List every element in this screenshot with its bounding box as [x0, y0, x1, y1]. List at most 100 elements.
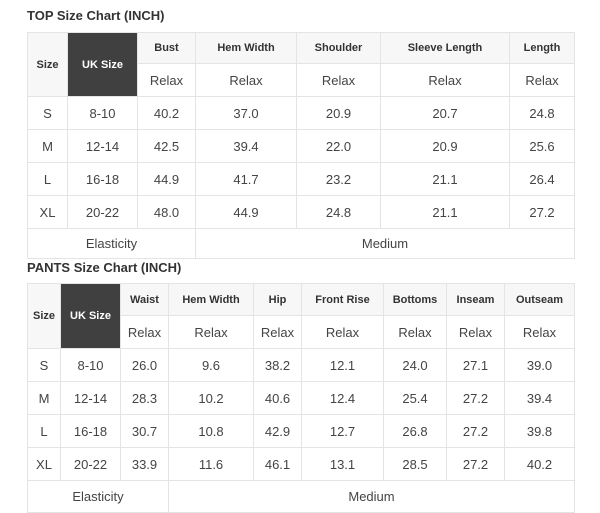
table-cell: 33.9 — [120, 447, 169, 481]
elasticity-label: Elasticity — [27, 228, 196, 259]
table-cell: 39.0 — [504, 348, 575, 382]
fit-cell: Relax — [380, 63, 510, 97]
column-header: Bottoms — [383, 283, 447, 316]
table-cell: 44.9 — [195, 195, 297, 229]
table-cell: M — [27, 129, 68, 163]
table-cell: 20.9 — [296, 96, 381, 130]
table-row: L 16-18 30.7 10.8 42.9 12.7 26.8 27.2 39.8 — [27, 414, 575, 448]
column-header: Outseam — [504, 283, 575, 316]
table-cell: 42.5 — [137, 129, 196, 163]
size-header: Size — [27, 283, 61, 349]
table-cell: XL — [27, 447, 61, 481]
table-cell: XL — [27, 195, 68, 229]
elasticity-value: Medium — [168, 480, 575, 513]
table-cell: 22.0 — [296, 129, 381, 163]
fit-cell: Relax — [301, 315, 384, 349]
table-cell: 46.1 — [253, 447, 302, 481]
column-header: Shoulder — [296, 32, 381, 64]
column-header: Bust — [137, 32, 196, 64]
fit-cell: Relax — [446, 315, 505, 349]
table-row: M 12-14 42.5 39.4 22.0 20.9 25.6 — [27, 129, 575, 163]
table-cell: 9.6 — [168, 348, 254, 382]
table-cell: L — [27, 414, 61, 448]
table-cell: 37.0 — [195, 96, 297, 130]
elasticity-label: Elasticity — [27, 480, 169, 513]
table-cell: M — [27, 381, 61, 415]
table-cell: 20-22 — [60, 447, 121, 481]
table-cell: 11.6 — [168, 447, 254, 481]
table-row: S 8-10 40.2 37.0 20.9 20.7 24.8 — [27, 96, 575, 130]
table-cell: 20.7 — [380, 96, 510, 130]
table-cell: 12.4 — [301, 381, 384, 415]
table-row: S 8-10 26.0 9.6 38.2 12.1 24.0 27.1 39.0 — [27, 348, 575, 382]
table-cell: 27.2 — [446, 381, 505, 415]
table-cell: 20-22 — [67, 195, 138, 229]
table-cell: 25.6 — [509, 129, 575, 163]
column-header: Hem Width — [168, 283, 254, 316]
table-cell: 23.2 — [296, 162, 381, 196]
uk-size-header: UK Size — [60, 283, 121, 349]
table-cell: 13.1 — [301, 447, 384, 481]
table-cell: 28.5 — [383, 447, 447, 481]
table-cell: 10.2 — [168, 381, 254, 415]
column-header: Length — [509, 32, 575, 64]
table-cell: 27.2 — [446, 414, 505, 448]
pants-size-table: Size UK Size Waist Hem Width Hip Front Rise Bo… — [27, 283, 575, 513]
table-cell: 40.2 — [137, 96, 196, 130]
pants-chart-title: PANTS Size Chart (INCH) — [27, 260, 182, 275]
table-cell: 40.2 — [504, 447, 575, 481]
fit-cell: Relax — [168, 315, 254, 349]
column-header: Front Rise — [301, 283, 384, 316]
fit-cell: Relax — [137, 63, 196, 97]
table-cell: 26.4 — [509, 162, 575, 196]
table-cell: 21.1 — [380, 162, 510, 196]
table-cell: S — [27, 348, 61, 382]
table-cell: 39.8 — [504, 414, 575, 448]
table-cell: 24.0 — [383, 348, 447, 382]
fit-cell: Relax — [504, 315, 575, 349]
table-cell: 27.1 — [446, 348, 505, 382]
table-cell: 27.2 — [509, 195, 575, 229]
fit-cell: Relax — [383, 315, 447, 349]
table-cell: 20.9 — [380, 129, 510, 163]
table-cell: 24.8 — [296, 195, 381, 229]
table-cell: 40.6 — [253, 381, 302, 415]
table-cell: 16-18 — [67, 162, 138, 196]
table-cell: 25.4 — [383, 381, 447, 415]
table-cell: 10.8 — [168, 414, 254, 448]
fit-cell: Relax — [195, 63, 297, 97]
table-row: L 16-18 44.9 41.7 23.2 21.1 26.4 — [27, 162, 575, 196]
column-header: Hem Width — [195, 32, 297, 64]
column-header: Inseam — [446, 283, 505, 316]
table-row: M 12-14 28.3 10.2 40.6 12.4 25.4 27.2 39.4 — [27, 381, 575, 415]
column-header: Sleeve Length — [380, 32, 510, 64]
fit-cell: Relax — [296, 63, 381, 97]
elasticity-value: Medium — [195, 228, 575, 259]
table-cell: L — [27, 162, 68, 196]
table-cell: 26.8 — [383, 414, 447, 448]
table-cell: 12-14 — [60, 381, 121, 415]
fit-cell: Relax — [509, 63, 575, 97]
fit-cell: Relax — [253, 315, 302, 349]
table-cell: 12-14 — [67, 129, 138, 163]
table-cell: 26.0 — [120, 348, 169, 382]
top-size-table: Size UK Size Bust Hem Width Shoulder Sleeve L… — [27, 32, 575, 259]
fit-cell: Relax — [120, 315, 169, 349]
table-cell: 8-10 — [67, 96, 138, 130]
table-cell: 48.0 — [137, 195, 196, 229]
table-cell: 30.7 — [120, 414, 169, 448]
table-row: XL 20-22 48.0 44.9 24.8 21.1 27.2 — [27, 195, 575, 229]
table-cell: S — [27, 96, 68, 130]
table-cell: 39.4 — [504, 381, 575, 415]
table-cell: 21.1 — [380, 195, 510, 229]
table-cell: 27.2 — [446, 447, 505, 481]
table-cell: 44.9 — [137, 162, 196, 196]
size-header: Size — [27, 32, 68, 97]
table-cell: 42.9 — [253, 414, 302, 448]
table-cell: 24.8 — [509, 96, 575, 130]
table-cell: 41.7 — [195, 162, 297, 196]
table-cell: 16-18 — [60, 414, 121, 448]
column-header: Hip — [253, 283, 302, 316]
table-cell: 12.7 — [301, 414, 384, 448]
table-cell: 12.1 — [301, 348, 384, 382]
